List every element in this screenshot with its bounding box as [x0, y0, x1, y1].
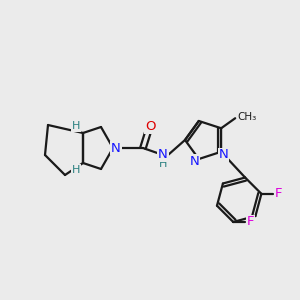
Text: F: F [274, 187, 282, 200]
Text: H: H [159, 159, 167, 169]
Text: O: O [145, 121, 155, 134]
Text: N: N [218, 148, 228, 161]
Text: CH₃: CH₃ [237, 112, 256, 122]
Text: N: N [111, 142, 121, 154]
Text: H: H [72, 121, 80, 131]
Text: H: H [72, 165, 80, 175]
Text: F: F [247, 215, 254, 229]
Text: N: N [190, 154, 200, 167]
Text: N: N [158, 148, 168, 161]
